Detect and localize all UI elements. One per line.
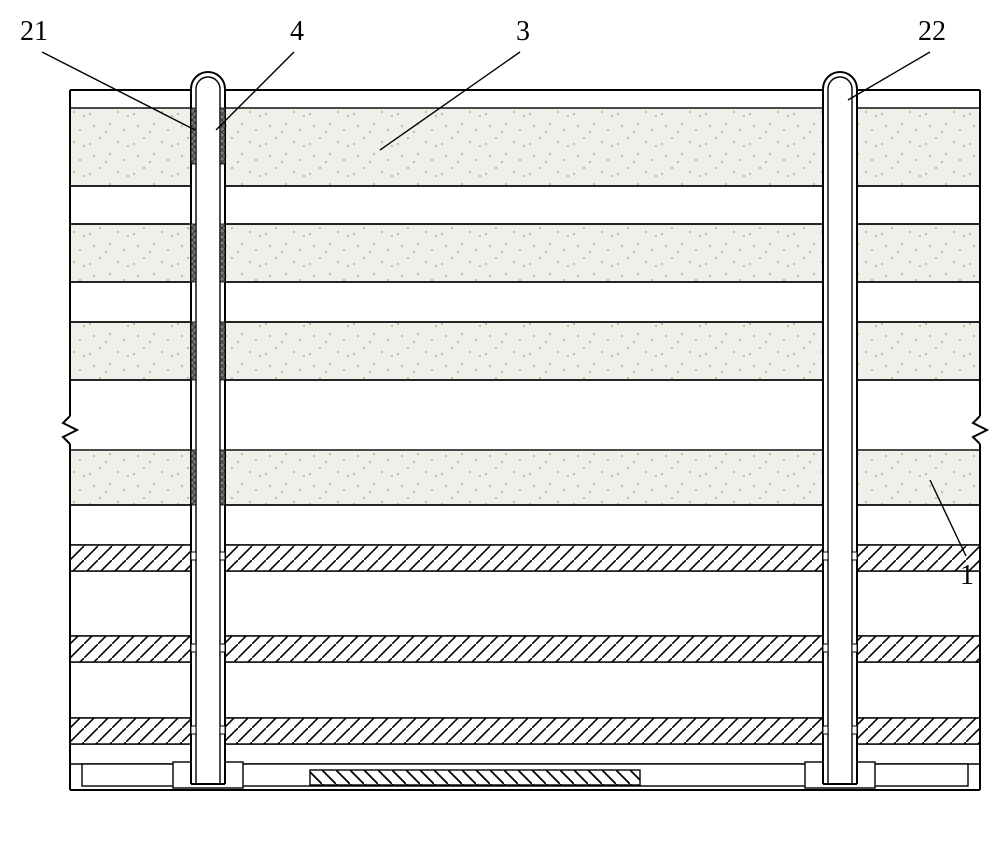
diagram-stage: 21 4 3 22 1: [0, 0, 1000, 843]
diagram-svg: [0, 0, 1000, 843]
label-3: 3: [516, 16, 530, 48]
label-4: 4: [290, 16, 304, 48]
label-1: 1: [960, 560, 974, 592]
label-21: 21: [20, 16, 48, 48]
label-22: 22: [918, 16, 946, 48]
